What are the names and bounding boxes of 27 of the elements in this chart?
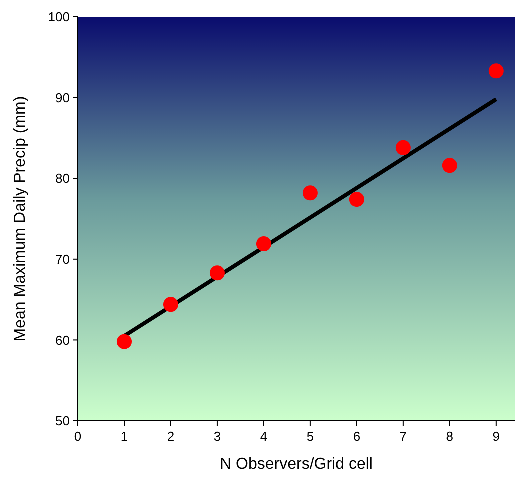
point	[488, 64, 504, 79]
x-tick-label: 7	[400, 429, 408, 444]
y-tick-label: 80	[56, 171, 70, 186]
x-axis-title: N Observers/Grid cell	[220, 456, 373, 473]
x-tick-label: 5	[306, 429, 314, 444]
point	[210, 266, 225, 281]
x-tick-label: 0	[74, 429, 82, 444]
y-tick-label: 90	[56, 90, 70, 106]
y-tick-label: 70	[56, 252, 70, 267]
point	[349, 192, 364, 208]
point	[442, 158, 458, 174]
y-tick-label: 50	[56, 414, 70, 429]
y-axis-title: Mean Maximum Daily Precip (mm)	[12, 96, 29, 342]
point	[163, 297, 178, 312]
y-tick-label: 100	[48, 10, 70, 25]
x-tick-label: 8	[446, 429, 454, 444]
point	[302, 186, 318, 201]
x-tick-label: 9	[492, 429, 500, 444]
x-tick-label: 4	[260, 429, 268, 444]
x-tick-label: 6	[353, 429, 361, 444]
y-tick-label: 60	[56, 332, 70, 348]
point	[116, 334, 132, 350]
x-tick-label: 1	[120, 429, 128, 444]
x-tick-label: 3	[214, 429, 222, 444]
x-tick-label: 2	[167, 429, 175, 444]
point	[396, 140, 411, 156]
point	[256, 236, 272, 252]
